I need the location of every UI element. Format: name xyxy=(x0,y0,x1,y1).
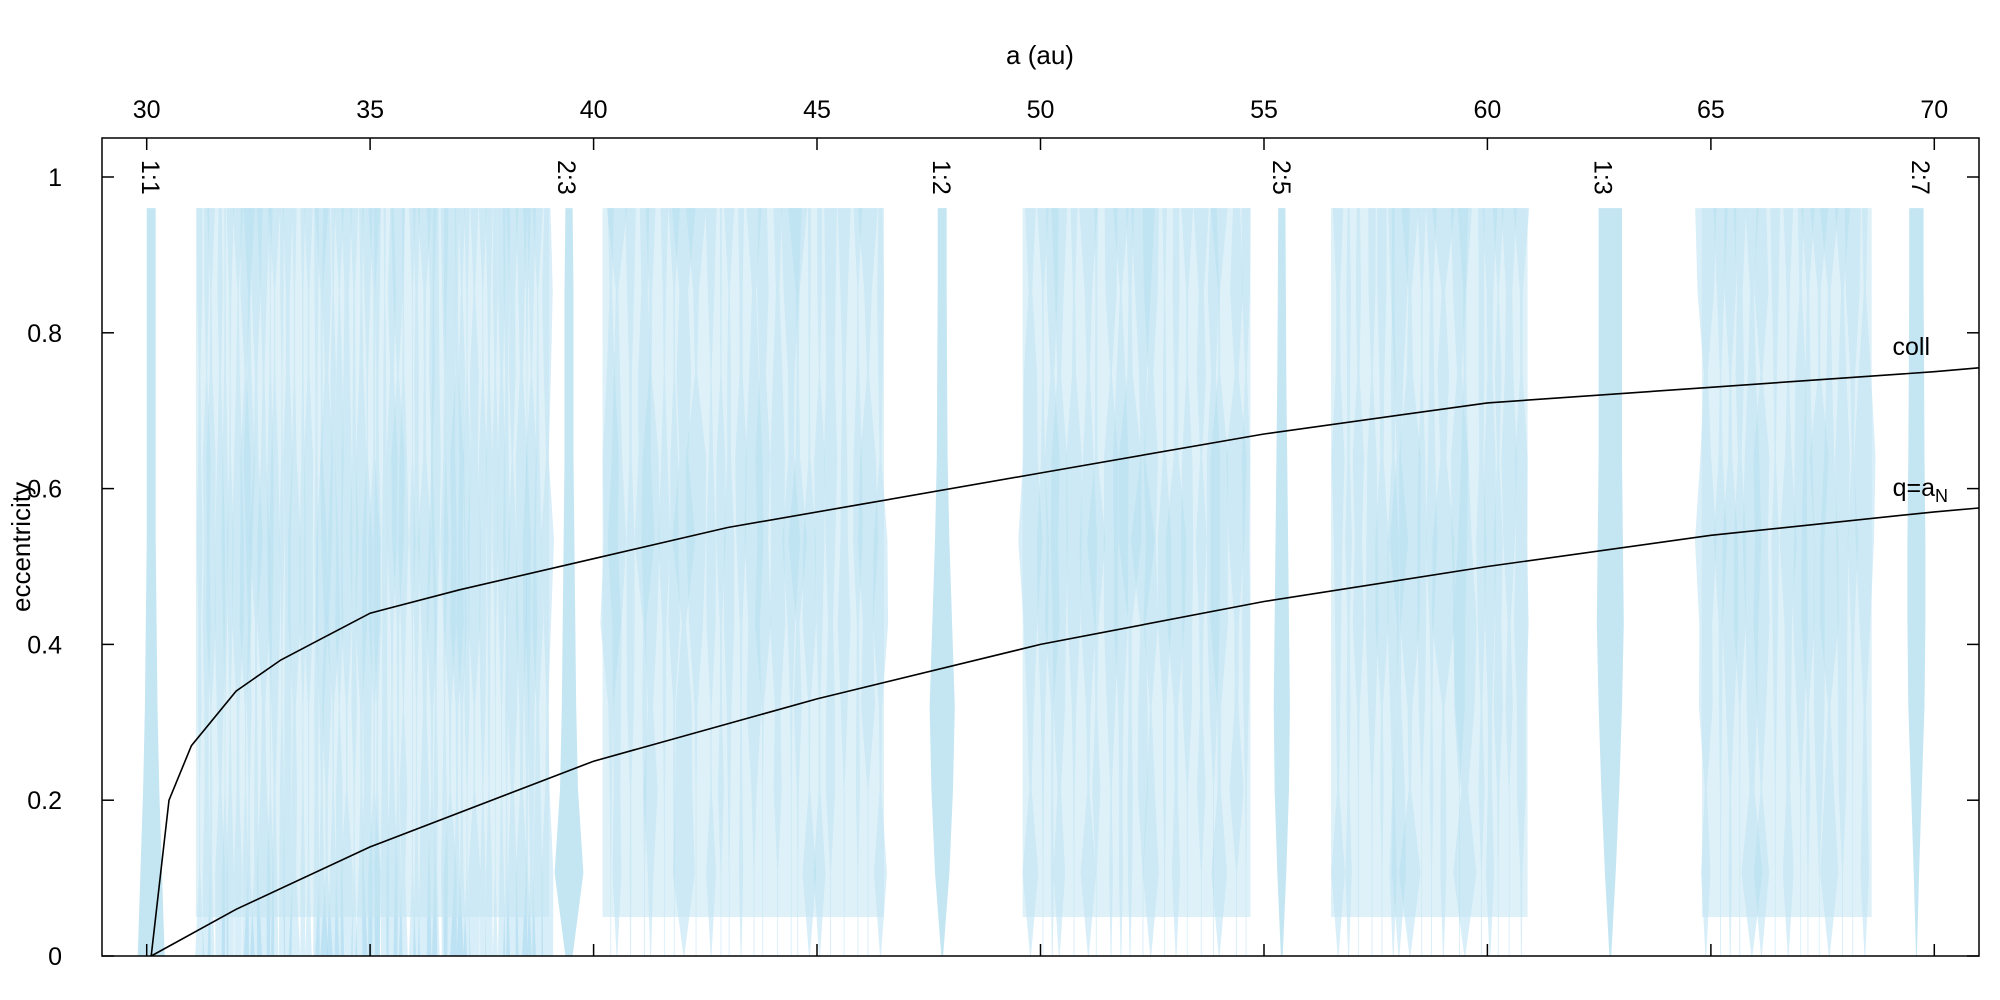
x-axis-title: a (au) xyxy=(1006,40,1074,70)
x-tick-label: 55 xyxy=(1250,96,1278,124)
resonance-band-major xyxy=(137,208,165,957)
y-axis: 0 0.2 0.4 0.6 0.8 1 xyxy=(27,164,1979,971)
y-tick-label: 0.6 xyxy=(27,476,62,504)
x-tick-label: 50 xyxy=(1027,96,1055,124)
resonance-region xyxy=(602,208,884,918)
x-tick-label: 35 xyxy=(356,96,384,124)
curves xyxy=(150,367,1980,957)
y-tick-label: 1 xyxy=(48,164,62,192)
resonance-region xyxy=(1331,208,1528,918)
y-tick-label: 0.8 xyxy=(27,320,62,348)
x-tick-label: 40 xyxy=(580,96,608,124)
resonance-band-major xyxy=(554,208,584,957)
y-axis-title: eccentricity xyxy=(6,482,36,612)
y-tick-label: 0 xyxy=(48,943,62,971)
resonance-label: 2:3 xyxy=(552,160,580,195)
curve-labels: coll q=aN xyxy=(1892,333,1948,506)
curve-coll xyxy=(150,367,1980,957)
resonance-band-major xyxy=(1907,208,1926,957)
x-tick-label: 65 xyxy=(1697,96,1725,124)
x-tick-label: 70 xyxy=(1920,96,1948,124)
resonance-band-major xyxy=(929,208,955,957)
curve-label-coll: coll xyxy=(1892,333,1930,361)
resonance-band-major xyxy=(1596,208,1624,957)
resonance-bands xyxy=(137,208,1926,957)
resonance-region xyxy=(1701,208,1872,918)
resonance-label: 1:3 xyxy=(1589,160,1617,195)
x-tick-label: 60 xyxy=(1473,96,1501,124)
y-tick-label: 0.2 xyxy=(27,787,62,815)
resonance-region xyxy=(195,208,549,918)
x-axis: 30 35 40 45 50 55 60 65 70 xyxy=(133,96,1948,956)
resonance-region xyxy=(1022,208,1251,918)
y-tick-label: 0.4 xyxy=(27,631,62,659)
resonance-band-major xyxy=(1273,208,1290,957)
resonance-label: 1:1 xyxy=(136,160,164,195)
curve-q-a-n xyxy=(150,507,1980,957)
curve-label-q: q=aN xyxy=(1893,474,1948,506)
x-tick-label: 45 xyxy=(803,96,831,124)
resonance-labels: 1:1 2:3 1:2 2:5 1:3 2:7 xyxy=(136,160,1934,195)
resonance-label: 2:7 xyxy=(1906,160,1934,195)
resonance-label: 1:2 xyxy=(927,160,955,195)
resonance-label: 2:5 xyxy=(1267,160,1295,195)
x-tick-label: 30 xyxy=(133,96,161,124)
